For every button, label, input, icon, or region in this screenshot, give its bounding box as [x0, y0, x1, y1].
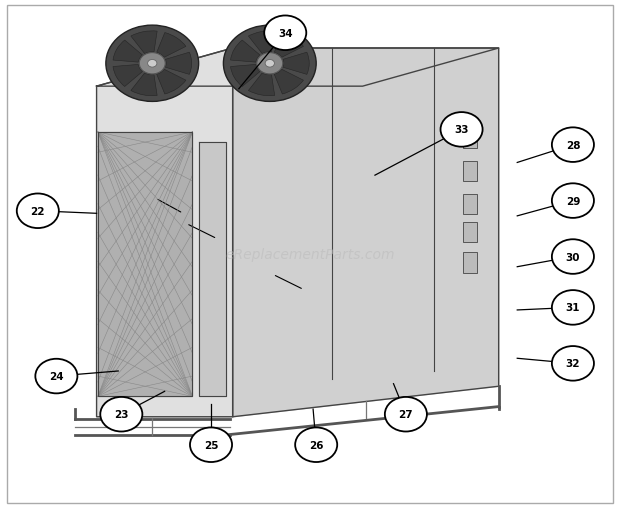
Wedge shape — [131, 32, 157, 54]
Text: 33: 33 — [454, 125, 469, 135]
Wedge shape — [231, 65, 260, 88]
Wedge shape — [283, 53, 309, 75]
Text: 29: 29 — [565, 196, 580, 206]
Text: 25: 25 — [204, 440, 218, 450]
Circle shape — [552, 291, 594, 325]
Text: 22: 22 — [30, 206, 45, 216]
Wedge shape — [231, 41, 260, 63]
Wedge shape — [249, 32, 275, 54]
Polygon shape — [198, 143, 226, 397]
Circle shape — [17, 194, 59, 229]
Polygon shape — [232, 49, 498, 417]
Circle shape — [264, 16, 306, 51]
Bar — [463, 194, 477, 215]
Bar — [463, 253, 477, 273]
Circle shape — [140, 53, 166, 75]
Bar — [463, 222, 477, 243]
Text: eReplacementParts.com: eReplacementParts.com — [225, 247, 395, 262]
Circle shape — [552, 240, 594, 274]
Polygon shape — [97, 49, 232, 417]
Wedge shape — [249, 74, 275, 97]
Circle shape — [385, 397, 427, 432]
Wedge shape — [113, 41, 143, 63]
Circle shape — [552, 184, 594, 218]
Bar — [463, 161, 477, 182]
Text: 30: 30 — [565, 252, 580, 262]
Wedge shape — [157, 34, 186, 58]
Wedge shape — [274, 34, 303, 58]
Bar — [463, 129, 477, 149]
Wedge shape — [274, 70, 303, 95]
Polygon shape — [97, 49, 498, 87]
Wedge shape — [131, 74, 157, 97]
Wedge shape — [166, 53, 192, 75]
Text: 23: 23 — [114, 409, 128, 419]
Text: 32: 32 — [565, 359, 580, 369]
Text: 31: 31 — [565, 303, 580, 313]
Circle shape — [148, 61, 157, 68]
Circle shape — [190, 428, 232, 462]
Polygon shape — [98, 133, 192, 397]
Circle shape — [552, 347, 594, 381]
Circle shape — [295, 428, 337, 462]
Circle shape — [106, 26, 198, 102]
Wedge shape — [113, 65, 143, 88]
Circle shape — [223, 26, 316, 102]
Circle shape — [552, 128, 594, 162]
Circle shape — [100, 397, 143, 432]
Circle shape — [265, 61, 275, 68]
Circle shape — [257, 53, 283, 75]
Circle shape — [35, 359, 78, 393]
Wedge shape — [157, 70, 186, 95]
Text: 26: 26 — [309, 440, 324, 450]
Text: 34: 34 — [278, 29, 293, 39]
Circle shape — [441, 113, 482, 148]
Text: 28: 28 — [565, 140, 580, 150]
Text: 27: 27 — [399, 409, 413, 419]
Text: 24: 24 — [49, 372, 64, 381]
